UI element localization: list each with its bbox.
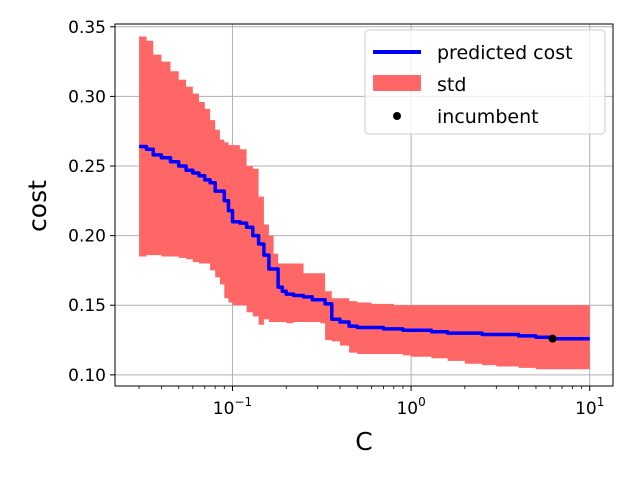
- legend-label-predicted-cost: predicted cost: [437, 42, 573, 64]
- x-tick-label: 101: [575, 395, 604, 419]
- y-tick-label: 0.30: [68, 87, 106, 107]
- x-tick-base: 10: [396, 399, 418, 419]
- y-tick-label: 0.10: [68, 366, 106, 386]
- incumbent-point: [548, 334, 557, 343]
- legend-box: [364, 29, 606, 135]
- x-tick-label: 100: [396, 395, 425, 419]
- y-tick-label: 0.25: [68, 157, 106, 177]
- legend-swatch-incumbent: [393, 112, 401, 120]
- std-band: [139, 36, 590, 370]
- y-axis-ticks: 0.10 0.15 0.20 0.25 0.30 0.35: [68, 18, 115, 386]
- x-tick-exponent: −1: [234, 395, 252, 409]
- y-axis-label: cost: [23, 180, 52, 232]
- y-tick-label: 0.35: [68, 18, 106, 38]
- y-tick-label: 0.15: [68, 296, 106, 316]
- series-layer: [139, 144, 590, 341]
- x-tick-base: 10: [575, 399, 597, 419]
- x-tick-label: 10−1: [213, 395, 252, 419]
- series-line-predicted-cost: [139, 144, 590, 341]
- x-tick-base: 10: [213, 399, 235, 419]
- legend-label-std: std: [437, 74, 466, 96]
- incumbent-layer: [548, 334, 557, 343]
- x-axis-ticks: 10−1 100 101: [138, 386, 604, 419]
- x-tick-exponent: 1: [597, 395, 605, 409]
- legend: predicted cost std incumbent: [364, 29, 606, 135]
- x-axis-label: C: [355, 427, 372, 456]
- x-tick-exponent: 0: [418, 395, 426, 409]
- legend-swatch-std: [373, 75, 421, 91]
- axes-frame: [114, 23, 614, 387]
- std-band-layer: [139, 36, 590, 370]
- y-tick-label: 0.20: [68, 227, 106, 247]
- legend-label-incumbent: incumbent: [437, 106, 539, 128]
